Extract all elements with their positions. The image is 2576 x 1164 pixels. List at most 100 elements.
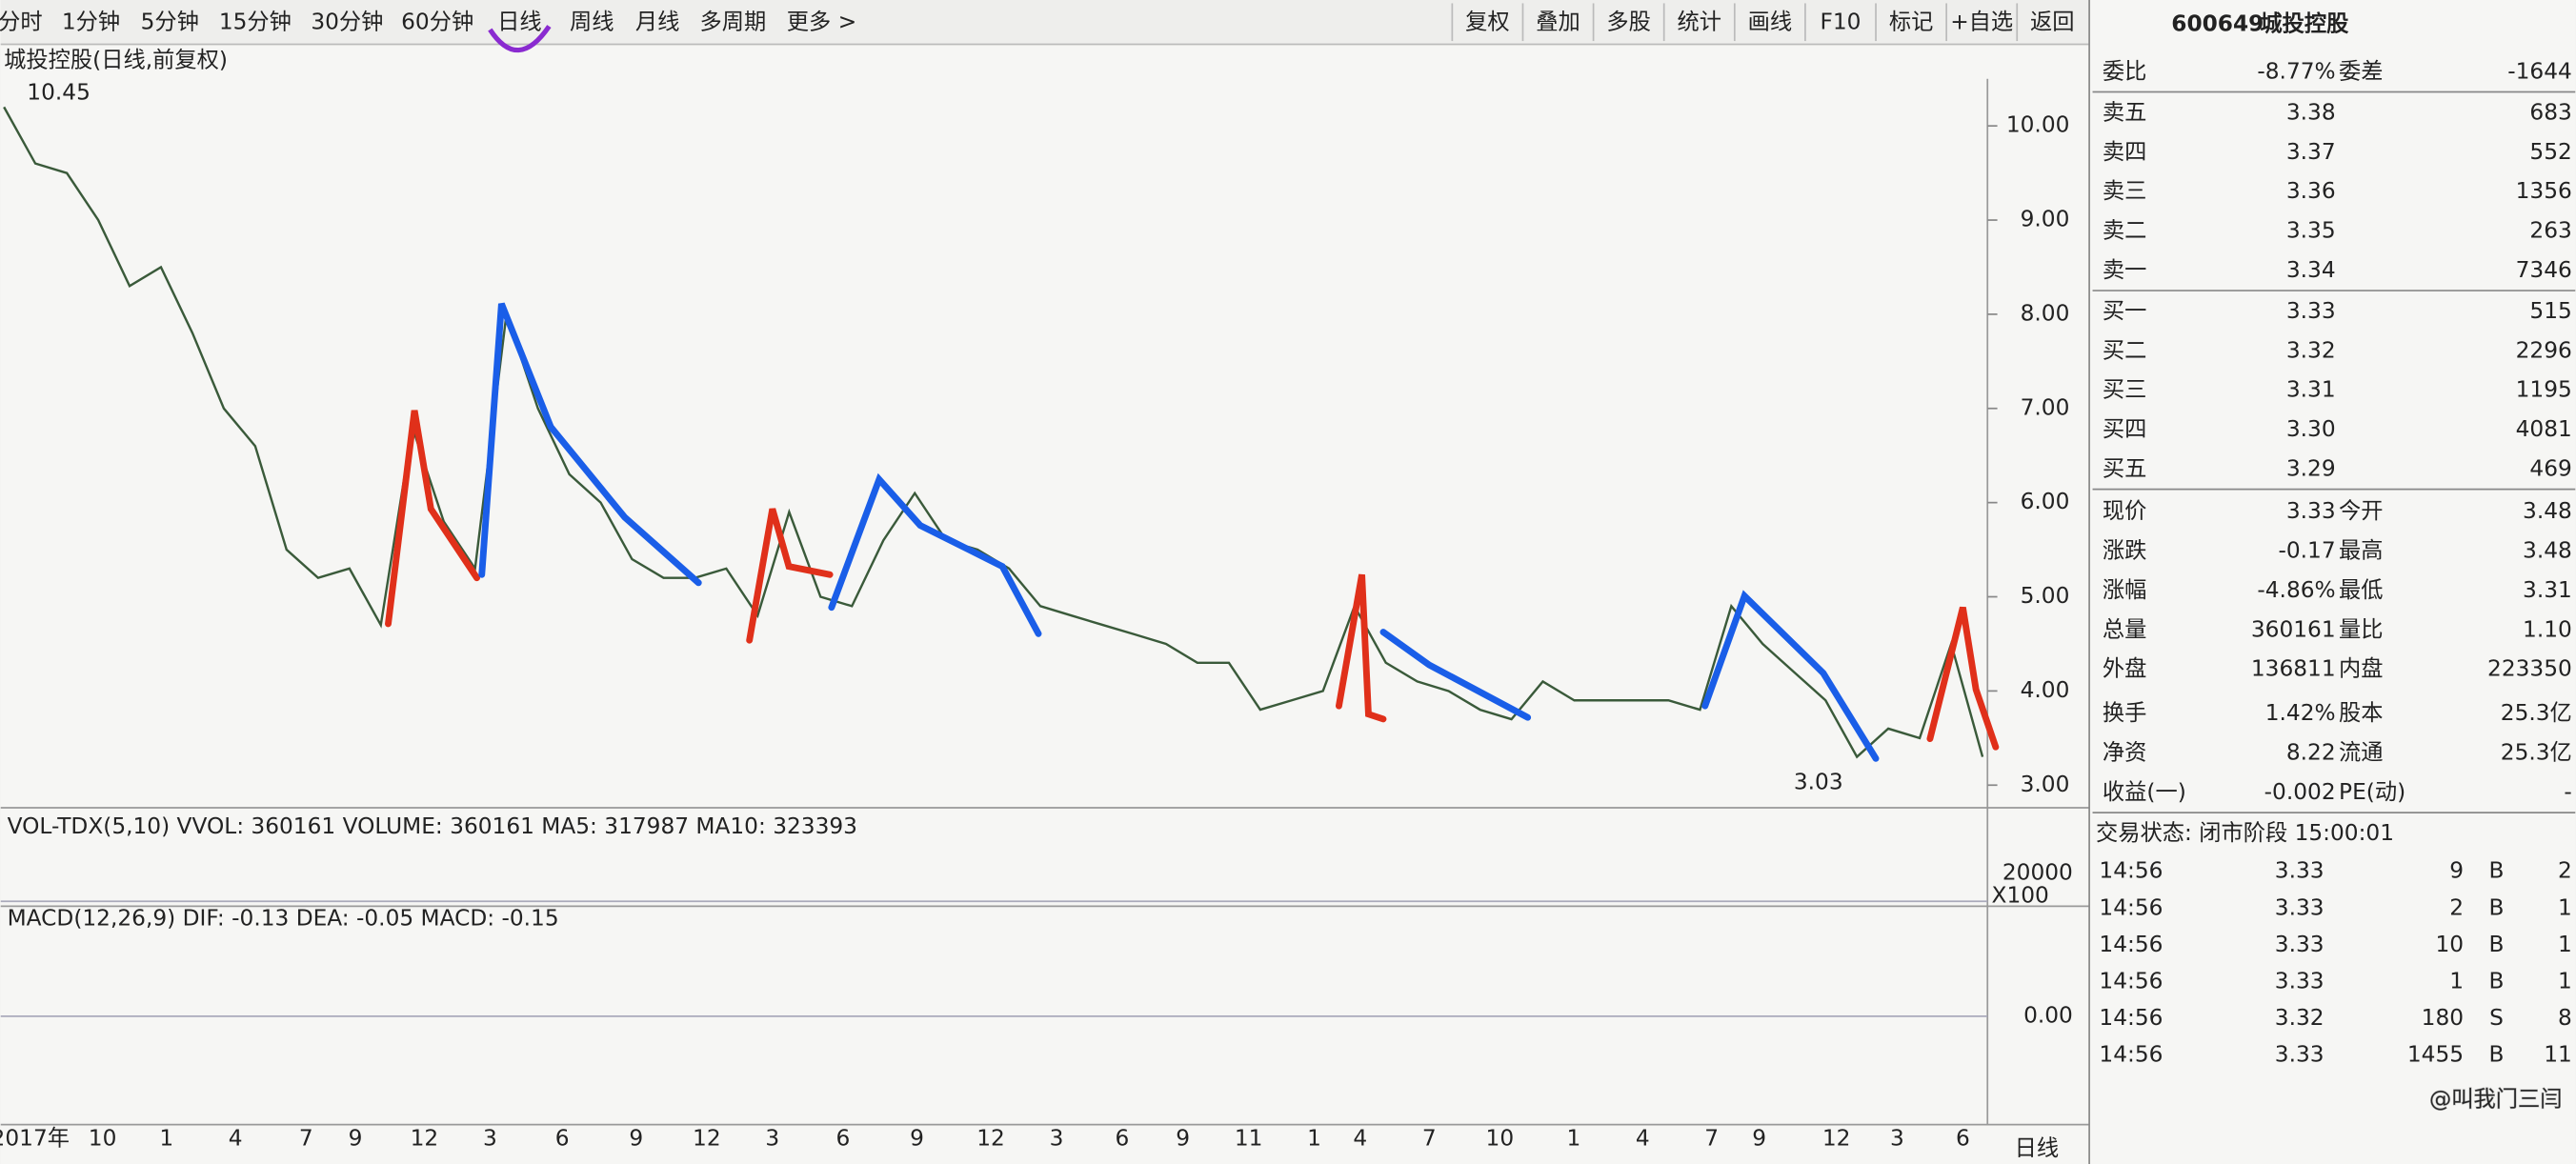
toolbar-button[interactable]: 复权: [1465, 10, 1510, 35]
book-label: 买五: [2103, 455, 2147, 481]
field-value: 360161: [2251, 616, 2336, 642]
book-price: 3.31: [2286, 377, 2336, 403]
blue-annotation: [828, 472, 1042, 637]
field-label: 涨幅: [2103, 577, 2147, 603]
field-label: 外盘: [2103, 656, 2147, 682]
toolbar-button[interactable]: 返回: [2030, 10, 2075, 35]
date-label: 12: [976, 1126, 1005, 1152]
book-volume: 7346: [2516, 257, 2572, 283]
macd-axis-label: 0.00: [2023, 1002, 2073, 1028]
book-label: 卖三: [2103, 178, 2147, 204]
period-tab[interactable]: 30分钟: [311, 10, 383, 35]
high-label: 10.45: [27, 80, 91, 106]
book-label: 买一: [2103, 298, 2147, 324]
trade-time: 14:56: [2099, 1042, 2163, 1068]
trade-volume: 2: [2449, 894, 2464, 920]
date-label: 4: [1636, 1126, 1650, 1152]
date-label: 9: [349, 1126, 363, 1152]
field-value: -4.86%: [2257, 577, 2335, 603]
trade-side: B: [2489, 858, 2505, 884]
trade-volume: 9: [2449, 858, 2464, 884]
book-volume: 4081: [2516, 416, 2572, 442]
field-value: -: [2564, 779, 2571, 805]
period-tab[interactable]: 月线: [635, 10, 680, 35]
period-tab[interactable]: 分时: [0, 10, 43, 35]
toolbar-button[interactable]: F10: [1820, 10, 1861, 35]
y-tick-label: 9.00: [2021, 207, 2070, 232]
trade-time: 14:56: [2099, 894, 2163, 920]
field-label: 涨跌: [2103, 538, 2147, 564]
period-tab[interactable]: 15分钟: [219, 10, 292, 35]
trade-side: B: [2489, 932, 2505, 957]
field-value: 223350: [2487, 656, 2572, 682]
field-value: 25.3亿: [2501, 700, 2572, 726]
book-label: 卖五: [2103, 99, 2147, 125]
trade-volume: 180: [2422, 1005, 2464, 1031]
toolbar-button[interactable]: 标记: [1889, 10, 1934, 35]
trade-price: 3.33: [2275, 932, 2324, 957]
toolbar-button[interactable]: 叠加: [1536, 10, 1580, 35]
volume-unit: X100: [1992, 883, 2049, 909]
field-value: 1.42%: [2265, 700, 2336, 726]
period-tab[interactable]: 更多 >: [787, 10, 856, 35]
field-label: 今开: [2339, 498, 2384, 524]
date-label: 10: [89, 1126, 117, 1152]
date-label: 6: [836, 1126, 851, 1152]
trade-price: 3.33: [2275, 1042, 2324, 1068]
field-value: 136811: [2251, 656, 2336, 682]
stock-name: 城投控股: [2260, 10, 2349, 36]
macd-label: MACD(12,26,9) DIF: -0.13 DEA: -0.05 MACD…: [8, 906, 559, 932]
book-price: 3.33: [2286, 298, 2336, 324]
field-label: 换手: [2103, 700, 2147, 726]
chart-title: 城投控股(日线,前复权): [4, 47, 228, 72]
book-label: 卖一: [2103, 257, 2147, 283]
date-label: 12: [411, 1126, 439, 1152]
trade-count: 1: [2558, 932, 2572, 957]
field-value: 25.3亿: [2501, 740, 2572, 766]
volume-label: VOL-TDX(5,10) VVOL: 360161 VOLUME: 36016…: [8, 813, 857, 839]
toolbar-button[interactable]: 统计: [1677, 10, 1721, 35]
book-price: 3.35: [2286, 218, 2336, 244]
trade-count: 1: [2558, 969, 2572, 994]
trade-count: 2: [2558, 858, 2572, 884]
trade-count: 11: [2544, 1042, 2572, 1068]
book-label: 卖二: [2103, 218, 2147, 244]
book-label: 买四: [2103, 416, 2147, 442]
period-tab[interactable]: 1分钟: [62, 10, 120, 35]
field-value: 3.48: [2523, 538, 2572, 564]
trade-time: 14:56: [2099, 932, 2163, 957]
book-label: 卖四: [2103, 139, 2147, 165]
trade-side: S: [2489, 1005, 2504, 1031]
period-tab[interactable]: 日线: [497, 10, 542, 35]
date-label: 6: [1116, 1126, 1130, 1152]
book-volume: 263: [2529, 218, 2571, 244]
red-annotation: [385, 410, 481, 628]
field-label: 最高: [2339, 538, 2384, 564]
period-tab[interactable]: 60分钟: [401, 10, 473, 35]
trade-price: 3.33: [2275, 858, 2324, 884]
period-tab[interactable]: 周线: [570, 10, 614, 35]
field-label: 净资: [2103, 740, 2147, 766]
blue-annotation: [1379, 629, 1532, 721]
blue-annotation: [1701, 590, 1880, 762]
toolbar-button[interactable]: 画线: [1748, 10, 1793, 35]
date-label: 6: [1956, 1126, 1970, 1152]
field-label: 委差: [2339, 58, 2384, 84]
trade-count: 1: [2558, 894, 2572, 920]
y-tick-label: 6.00: [2021, 489, 2070, 514]
book-price: 3.37: [2286, 139, 2336, 165]
trade-status: 交易状态: 闭市阶段 15:00:01: [2096, 820, 2394, 846]
trade-count: 8: [2558, 1005, 2572, 1031]
date-label: 11: [1235, 1126, 1263, 1152]
period-tab[interactable]: 5分钟: [141, 10, 199, 35]
date-label: 4: [1353, 1126, 1367, 1152]
y-tick-label: 10.00: [2006, 112, 2070, 138]
date-label: 4: [229, 1126, 243, 1152]
field-label: 流通: [2339, 740, 2384, 766]
field-value: -1644: [2507, 58, 2572, 84]
y-tick-label: 5.00: [2021, 583, 2070, 609]
toolbar-button[interactable]: 多股: [1606, 10, 1651, 35]
toolbar-button[interactable]: +自选: [1950, 10, 2013, 35]
period-tab[interactable]: 多周期: [700, 10, 767, 35]
